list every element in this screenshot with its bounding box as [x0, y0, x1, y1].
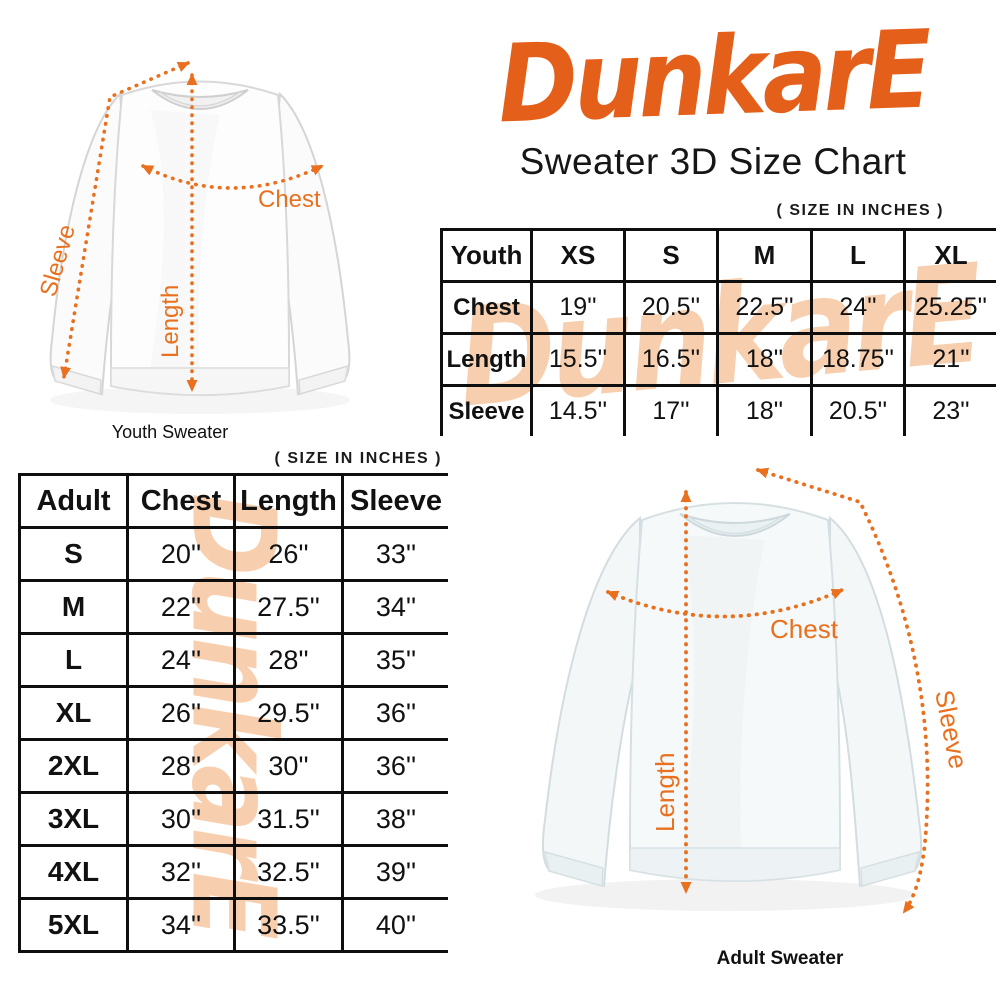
table-row-label: 3XL	[18, 791, 129, 847]
table-header-cell: M	[716, 228, 813, 283]
adult-sweater-caption: Adult Sweater	[716, 948, 844, 969]
youth-size-table: Youth XS S M L XL Chest 19'' 20.5'' 22.5…	[440, 228, 996, 436]
adult-sleeve-arrow	[756, 467, 930, 914]
table-cell: 24''	[126, 632, 236, 688]
table-header-cell: L	[810, 228, 906, 283]
table-row-label: 2XL	[18, 738, 129, 794]
youth-sweater-illustration: Sleeve Length Chest	[35, 61, 351, 414]
youth-sleeve-arrow	[60, 61, 190, 379]
table-header-cell: Adult	[18, 473, 129, 529]
table-header-cell: Chest	[126, 473, 236, 529]
table-cell: 28''	[233, 632, 344, 688]
table-cell: 20''	[126, 526, 236, 582]
table-row: M 22'' 27.5'' 34''	[18, 579, 448, 635]
table-cell: 22''	[126, 579, 236, 635]
table-row: 3XL 30'' 31.5'' 38''	[18, 791, 448, 847]
table-cell: 22.5''	[716, 280, 813, 335]
table-row: Chest 19'' 20.5'' 22.5'' 24'' 25.25''	[440, 280, 996, 335]
table-cell: 31.5''	[233, 791, 344, 847]
table-cell: 30''	[126, 791, 236, 847]
table-cell: 39''	[341, 844, 448, 900]
page-title: Sweater 3D Size Chart	[519, 141, 907, 182]
youth-chest-label: Chest	[258, 186, 321, 213]
table-cell: 14.5''	[530, 384, 626, 436]
table-header-cell: Youth	[440, 228, 533, 283]
table-row: Youth XS S M L XL	[440, 228, 996, 283]
table-cell: 20.5''	[810, 384, 906, 436]
table-cell: 26''	[126, 685, 236, 741]
table-cell: 36''	[341, 685, 448, 741]
table-cell: 28''	[126, 738, 236, 794]
table-row: Adult Chest Length Sleeve	[18, 473, 448, 529]
table-cell: 26''	[233, 526, 344, 582]
table-cell: 18''	[716, 384, 813, 436]
table-row: XL 26'' 29.5'' 36''	[18, 685, 448, 741]
table-row-label: Chest	[440, 280, 533, 335]
adult-sweater-graphic	[535, 502, 923, 911]
table-cell: 27.5''	[233, 579, 344, 635]
table-cell: 16.5''	[623, 332, 719, 387]
table-cell: 30''	[233, 738, 344, 794]
table-cell: 40''	[341, 897, 448, 953]
table-row: Sleeve 14.5'' 17'' 18'' 20.5'' 23''	[440, 384, 996, 436]
adult-chest-label: Chest	[770, 614, 839, 644]
table-row-label: L	[18, 632, 129, 688]
table-cell: 23''	[903, 384, 996, 436]
adult-sweater-illustration: Length Chest Sleeve	[535, 467, 974, 914]
table-header-cell: XS	[530, 228, 626, 283]
table-cell: 17''	[623, 384, 719, 436]
table-cell: 21''	[903, 332, 996, 387]
adult-size-units-note: ( SIZE IN INCHES )	[274, 450, 442, 467]
table-row: Length 15.5'' 16.5'' 18'' 18.75'' 21''	[440, 332, 996, 387]
youth-chest-arrow	[141, 164, 324, 190]
table-row-label: M	[18, 579, 129, 635]
youth-length-label: Length	[157, 285, 184, 358]
table-row: S 20'' 26'' 33''	[18, 526, 448, 582]
adult-sleeve-label: Sleeve	[929, 687, 974, 771]
table-row-label: 5XL	[18, 897, 129, 953]
adult-size-table-container: DunkarE Adult Chest Length Sleeve S 20''…	[18, 473, 448, 954]
table-cell: 33.5''	[233, 897, 344, 953]
adult-size-table: Adult Chest Length Sleeve S 20'' 26'' 33…	[18, 473, 448, 953]
table-cell: 25.25''	[903, 280, 996, 335]
table-header-cell: Sleeve	[341, 473, 448, 529]
youth-sweater-graphic	[49, 80, 351, 414]
table-row-label: S	[18, 526, 129, 582]
adult-length-label: Length	[650, 752, 680, 832]
table-cell: 19''	[530, 280, 626, 335]
table-cell: 34''	[126, 897, 236, 953]
table-cell: 35''	[341, 632, 448, 688]
table-cell: 32.5''	[233, 844, 344, 900]
table-row: 4XL 32'' 32.5'' 39''	[18, 844, 448, 900]
table-cell: 32''	[126, 844, 236, 900]
table-cell: 24''	[810, 280, 906, 335]
table-header-cell: Length	[233, 473, 344, 529]
youth-sweater-caption: Youth Sweater	[111, 422, 229, 442]
table-cell: 33''	[341, 526, 448, 582]
youth-size-table-container: DunkarE Youth XS S M L XL Chest 19'' 20.…	[440, 228, 996, 436]
youth-size-units-note: ( SIZE IN INCHES )	[776, 202, 944, 219]
table-header-cell: S	[623, 228, 719, 283]
table-cell: 34''	[341, 579, 448, 635]
table-cell: 29.5''	[233, 685, 344, 741]
table-cell: 20.5''	[623, 280, 719, 335]
table-row: 5XL 34'' 33.5'' 40''	[18, 897, 448, 953]
table-row-label: Sleeve	[440, 384, 533, 436]
table-cell: 15.5''	[530, 332, 626, 387]
table-row-label: 4XL	[18, 844, 129, 900]
table-row-label: Length	[440, 332, 533, 387]
table-row: 2XL 28'' 30'' 36''	[18, 738, 448, 794]
table-cell: 36''	[341, 738, 448, 794]
table-header-cell: XL	[903, 228, 996, 283]
table-cell: 18''	[716, 332, 813, 387]
table-row-label: XL	[18, 685, 129, 741]
table-row: L 24'' 28'' 35''	[18, 632, 448, 688]
table-cell: 18.75''	[810, 332, 906, 387]
table-cell: 38''	[341, 791, 448, 847]
